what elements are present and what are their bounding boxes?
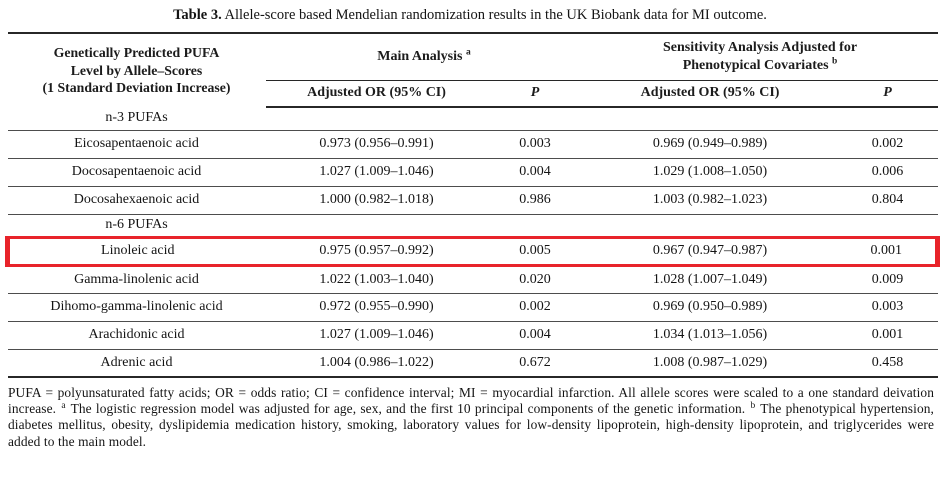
main-or-value: 1.004 (0.986–1.022) bbox=[265, 349, 488, 378]
pufa-name: Eicosapentaenoic acid bbox=[7, 130, 266, 159]
main-or-value: 0.973 (0.956–0.991) bbox=[265, 130, 488, 159]
sens-p-value: 0.003 bbox=[837, 293, 938, 322]
sens-or-value: 1.003 (0.982–1.023) bbox=[582, 186, 838, 215]
sens-or-value: 0.969 (0.949–0.989) bbox=[582, 130, 838, 159]
main-p-value: 0.986 bbox=[487, 186, 583, 215]
main-analysis-footnote-marker: a bbox=[465, 47, 471, 58]
table-caption: Table 3. Allele-score based Mendelian ra… bbox=[8, 7, 932, 24]
table-row-dihomo-gamma-linolenic-acid: Dihomo-gamma-linolenic acid 0.972 (0.955… bbox=[7, 293, 938, 322]
footnote-marker-b: b bbox=[750, 400, 756, 411]
main-p-value: 0.672 bbox=[487, 349, 583, 378]
table-row-docosapentaenoic-acid: Docosapentaenoic acid 1.027 (1.009–1.046… bbox=[7, 158, 938, 187]
sensitivity-label-line1: Sensitivity Analysis Adjusted for bbox=[662, 40, 858, 56]
table-row-linoleic-acid-highlighted: Linoleic acid 0.975 (0.957–0.992) 0.005 … bbox=[5, 235, 940, 267]
empty-cell bbox=[265, 107, 488, 131]
caption-label: Table 3. bbox=[173, 7, 222, 23]
empty-cell bbox=[487, 107, 583, 131]
footnote-a-text: The logistic regression model was adjust… bbox=[70, 401, 746, 417]
main-p-value: 0.020 bbox=[487, 265, 583, 294]
main-or-value: 1.027 (1.009–1.046) bbox=[265, 321, 488, 350]
footnote-b-text: The phenotypical hypertension, diabetes … bbox=[8, 401, 934, 449]
table-row-docosahexaenoic-acid: Docosahexaenoic acid 1.000 (0.982–1.018)… bbox=[7, 186, 938, 215]
main-p-value: 0.003 bbox=[487, 130, 583, 159]
column-header-sens-p: P bbox=[837, 80, 938, 108]
sens-or-value: 1.034 (1.013–1.056) bbox=[582, 321, 838, 350]
section-row-n3-pufas: n-3 PUFAs bbox=[7, 107, 938, 131]
sensitivity-footnote-marker: b bbox=[832, 56, 838, 67]
main-or-value: 1.022 (1.003–1.040) bbox=[265, 265, 488, 294]
footnote-abbreviations: PUFA = polyunsaturated fatty acids; OR =… bbox=[8, 385, 934, 417]
sensitivity-label-text: Phenotypical Covariates bbox=[682, 57, 829, 73]
mendelian-randomization-table: Genetically Predicted PUFA Level by Alle… bbox=[5, 32, 940, 378]
pufa-name: Gamma-linolenic acid bbox=[7, 265, 266, 294]
table-row-gamma-linolenic-acid: Gamma-linolenic acid 1.022 (1.003–1.040)… bbox=[7, 265, 938, 294]
table-row-eicosapentaenoic-acid: Eicosapentaenoic acid 0.973 (0.956–0.991… bbox=[7, 130, 938, 159]
header-spanner-row: Genetically Predicted PUFA Level by Alle… bbox=[8, 33, 938, 95]
sens-p-value: 0.804 bbox=[837, 186, 938, 215]
col1-header-line1: Genetically Predicted PUFA bbox=[53, 45, 220, 61]
empty-cell bbox=[837, 107, 938, 131]
section-label: n-6 PUFAs bbox=[7, 214, 266, 238]
table-footnote: PUFA = polyunsaturated fatty acids; OR =… bbox=[8, 385, 934, 450]
table-row-adrenic-acid: Adrenic acid 1.004 (0.986–1.022) 0.672 1… bbox=[7, 349, 938, 378]
main-or-value: 1.027 (1.009–1.046) bbox=[265, 158, 488, 187]
sens-p-value: 0.002 bbox=[837, 130, 938, 159]
sens-or-value: 1.029 (1.008–1.050) bbox=[582, 158, 838, 187]
empty-cell bbox=[487, 214, 583, 238]
col1-header-line2: Level by Allele–Scores bbox=[70, 62, 203, 78]
pufa-name: Adrenic acid bbox=[7, 349, 266, 378]
main-or-value: 0.972 (0.955–0.990) bbox=[265, 293, 488, 322]
sens-p-value: 0.006 bbox=[837, 158, 938, 187]
pufa-name: Docosapentaenoic acid bbox=[7, 158, 266, 187]
table-header: Genetically Predicted PUFA Level by Alle… bbox=[8, 33, 938, 108]
main-p-value: 0.004 bbox=[487, 158, 583, 187]
column-header-pufa-level: Genetically Predicted PUFA Level by Alle… bbox=[8, 33, 266, 107]
column-header-main-analysis: Main Analysis a bbox=[265, 33, 583, 81]
caption-text: Allele-score based Mendelian randomizati… bbox=[224, 7, 767, 23]
column-header-sensitivity-analysis: Sensitivity Analysis Adjusted for Phenot… bbox=[582, 33, 938, 81]
main-or-value: 0.975 (0.957–0.992) bbox=[265, 235, 488, 267]
table-body: n-3 PUFAs Eicosapentaenoic acid 0.973 (0… bbox=[5, 107, 940, 378]
sens-or-value: 1.028 (1.007–1.049) bbox=[582, 265, 838, 294]
sens-p-value: 0.001 bbox=[837, 235, 940, 267]
footnote-marker-a: a bbox=[61, 400, 66, 411]
section-row-n6-pufas: n-6 PUFAs bbox=[7, 214, 938, 238]
pufa-name: Dihomo-gamma-linolenic acid bbox=[7, 293, 266, 322]
pufa-name: Arachidonic acid bbox=[7, 321, 266, 350]
empty-cell bbox=[582, 214, 838, 238]
sens-p-value: 0.458 bbox=[837, 349, 938, 378]
empty-cell bbox=[265, 214, 488, 238]
sens-p-value: 0.009 bbox=[837, 265, 938, 294]
main-analysis-label: Main Analysis bbox=[377, 49, 463, 64]
empty-cell bbox=[582, 107, 838, 131]
sens-or-value: 1.008 (0.987–1.029) bbox=[582, 349, 838, 378]
col1-header-line3: (1 Standard Deviation Increase) bbox=[42, 80, 231, 96]
sens-or-value: 0.967 (0.947–0.987) bbox=[582, 235, 838, 267]
main-p-value: 0.002 bbox=[487, 293, 583, 322]
pufa-name: Docosahexaenoic acid bbox=[7, 186, 266, 215]
main-or-value: 1.000 (0.982–1.018) bbox=[265, 186, 488, 215]
main-p-value: 0.004 bbox=[487, 321, 583, 350]
column-header-sens-or: Adjusted OR (95% CI) bbox=[582, 80, 838, 108]
section-label: n-3 PUFAs bbox=[7, 107, 266, 131]
empty-cell bbox=[837, 214, 938, 238]
column-header-main-p: P bbox=[487, 80, 583, 108]
sens-p-value: 0.001 bbox=[837, 321, 938, 350]
sens-or-value: 0.969 (0.950–0.989) bbox=[582, 293, 838, 322]
sensitivity-label-line2: Phenotypical Covariates b bbox=[585, 56, 936, 75]
pufa-name: Linoleic acid bbox=[5, 235, 266, 267]
column-header-main-or: Adjusted OR (95% CI) bbox=[265, 80, 488, 108]
header-subcolumn-row: Adjusted OR (95% CI) P Adjusted OR (95% … bbox=[8, 80, 938, 108]
main-p-value: 0.005 bbox=[487, 235, 583, 267]
table-row-arachidonic-acid: Arachidonic acid 1.027 (1.009–1.046) 0.0… bbox=[7, 321, 938, 350]
